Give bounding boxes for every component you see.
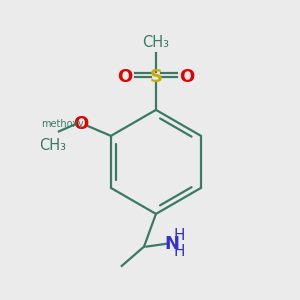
Text: CH₃: CH₃ <box>39 138 66 153</box>
Text: H: H <box>174 228 185 243</box>
Text: N: N <box>165 235 180 253</box>
Text: O: O <box>117 68 132 86</box>
Text: O: O <box>74 115 89 133</box>
Text: S: S <box>149 68 162 86</box>
Text: O: O <box>179 68 195 86</box>
Text: CH₃: CH₃ <box>142 34 170 50</box>
Text: methoxy: methoxy <box>41 119 84 129</box>
Text: H: H <box>174 244 185 260</box>
